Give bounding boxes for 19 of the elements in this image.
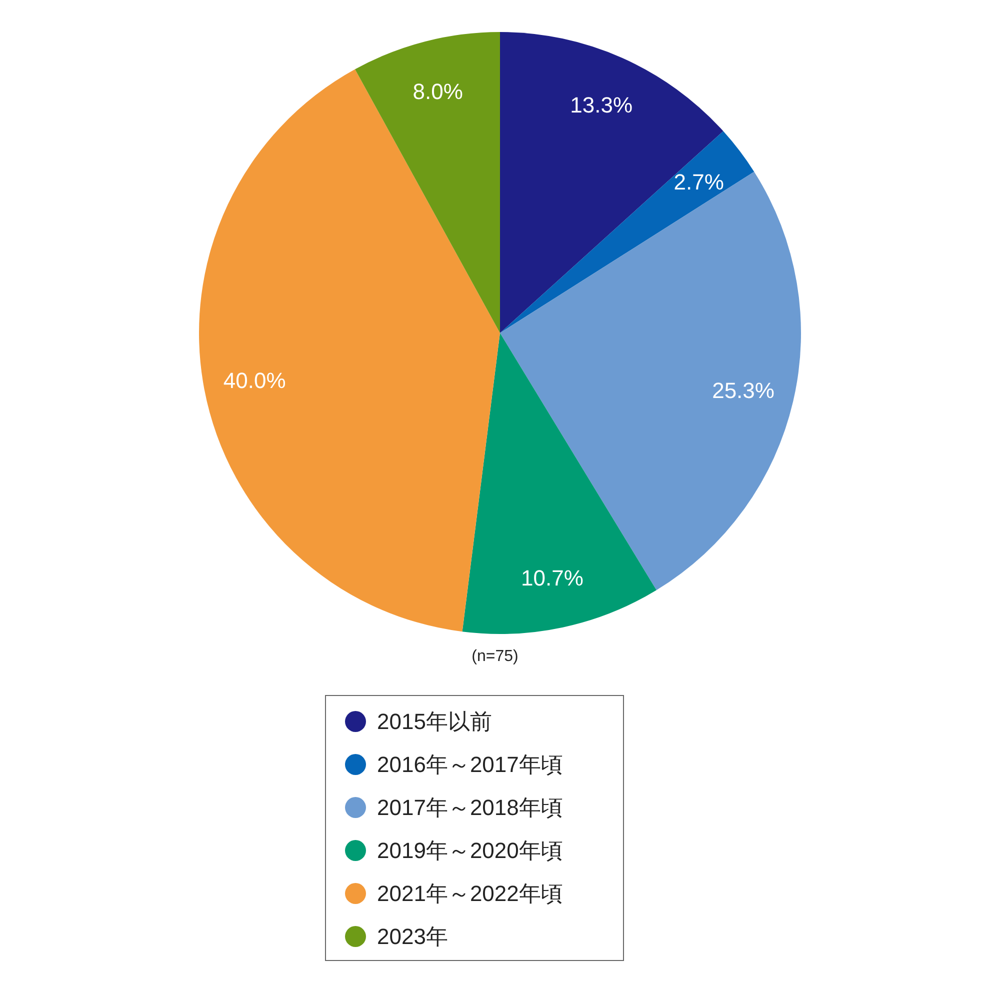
data-label: 8.0% [412, 78, 463, 104]
pie-slice [354, 32, 500, 333]
text: (n=75) [470, 648, 520, 666]
legend-label: 2021年～2022年頃 [377, 880, 563, 908]
pie-slice [200, 69, 500, 632]
pie-slice [462, 333, 656, 634]
legend-label: 2017年～2018年頃 [377, 794, 563, 822]
data-label: 13.3% [570, 92, 633, 118]
legend-label: 2016年～2017年頃 [377, 750, 563, 778]
data-label: 25.3% [712, 377, 774, 402]
data-label: 40.0% [223, 367, 286, 392]
data-label: 10.7% [521, 564, 584, 590]
legend-label: 2019年～2020年頃 [377, 836, 563, 864]
pie-slice [500, 32, 724, 333]
pie-slice [500, 131, 754, 333]
legend-label: 2023年 [377, 922, 448, 950]
data-label: 2.7% [674, 169, 724, 194]
pie-slice [500, 172, 801, 590]
legend-label: 2015年以前 [377, 708, 492, 736]
